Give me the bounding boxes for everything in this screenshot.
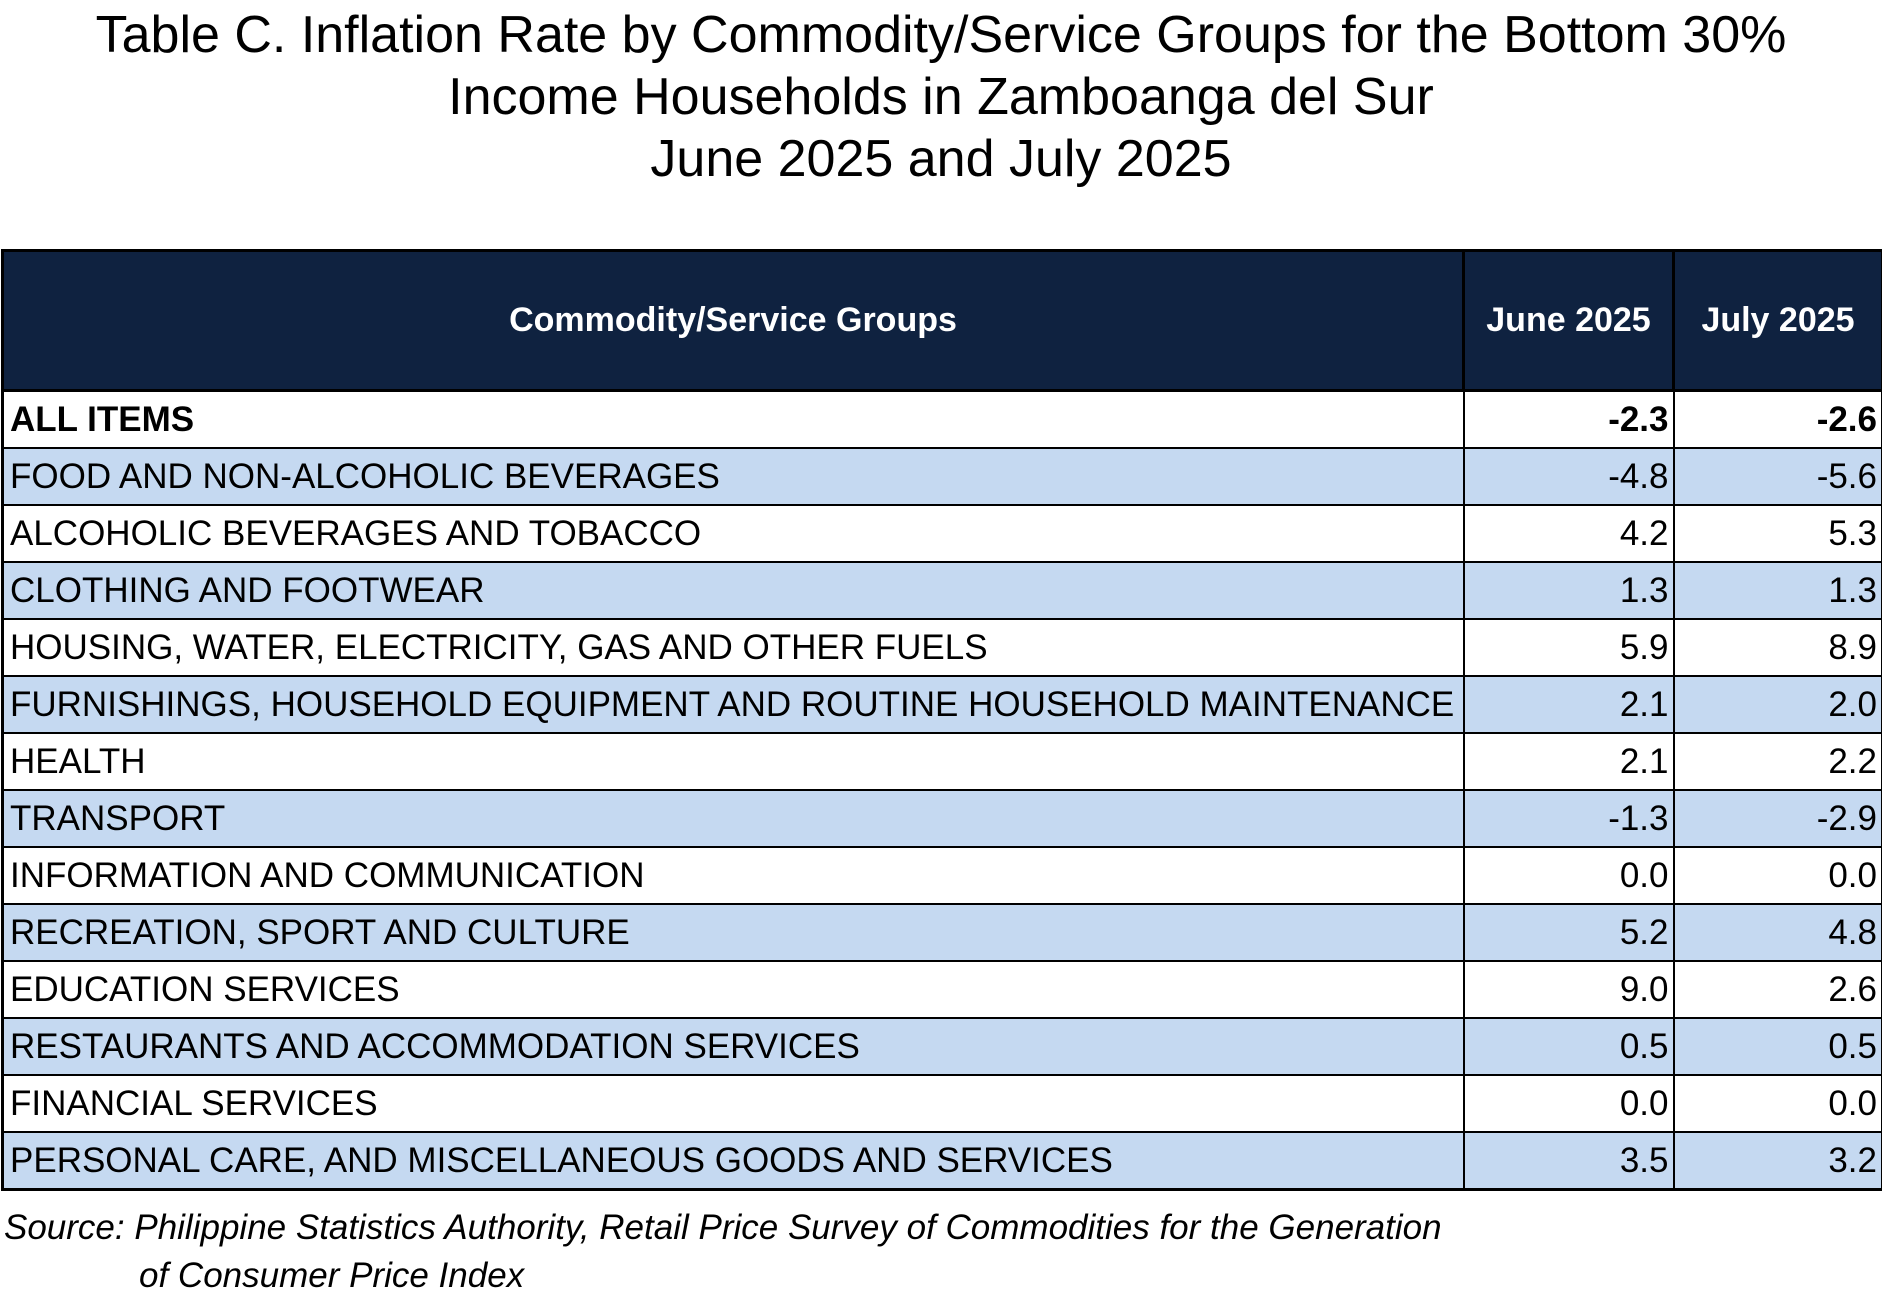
row-june-value: -4.8 [1464,448,1674,505]
table-row: CLOTHING AND FOOTWEAR 1.3 1.3 [3,562,1882,619]
row-july-value: 3.2 [1674,1132,1882,1190]
row-group: ALCOHOLIC BEVERAGES AND TOBACCO [3,505,1464,562]
row-june-value: 2.1 [1464,676,1674,733]
title-line-2: Income Households in Zamboanga del Sur [0,66,1882,128]
table-row: FOOD AND NON-ALCOHOLIC BEVERAGES -4.8 -5… [3,448,1882,505]
row-june-value: 0.5 [1464,1018,1674,1075]
row-july-value: 5.3 [1674,505,1882,562]
row-june-value: 5.9 [1464,619,1674,676]
row-july-value: 4.8 [1674,904,1882,961]
table-row: INFORMATION AND COMMUNICATION 0.0 0.0 [3,847,1882,904]
table-row: FINANCIAL SERVICES 0.0 0.0 [3,1075,1882,1132]
table-title: Table C. Inflation Rate by Commodity/Ser… [0,4,1882,190]
row-group: RECREATION, SPORT AND CULTURE [3,904,1464,961]
row-june-value: 4.2 [1464,505,1674,562]
source-line-1: Source: Philippine Statistics Authority,… [4,1204,1442,1252]
header-row: Commodity/Service Groups June 2025 July … [3,251,1882,391]
row-group: ALL ITEMS [3,391,1464,449]
row-group: FOOD AND NON-ALCOHOLIC BEVERAGES [3,448,1464,505]
header-commodity-groups: Commodity/Service Groups [3,251,1464,391]
row-group: CLOTHING AND FOOTWEAR [3,562,1464,619]
row-july-value: 2.6 [1674,961,1882,1018]
row-group: TRANSPORT [3,790,1464,847]
table-row: FURNISHINGS, HOUSEHOLD EQUIPMENT AND ROU… [3,676,1882,733]
inflation-table: Commodity/Service Groups June 2025 July … [1,249,1882,1191]
row-group: INFORMATION AND COMMUNICATION [3,847,1464,904]
row-group: RESTAURANTS AND ACCOMMODATION SERVICES [3,1018,1464,1075]
row-group: FINANCIAL SERVICES [3,1075,1464,1132]
table-row: RESTAURANTS AND ACCOMMODATION SERVICES 0… [3,1018,1882,1075]
row-june-value: -2.3 [1464,391,1674,449]
title-line-3: June 2025 and July 2025 [0,128,1882,190]
source-note: Source: Philippine Statistics Authority,… [4,1204,1442,1300]
row-july-value: 8.9 [1674,619,1882,676]
table-row: TRANSPORT -1.3 -2.9 [3,790,1882,847]
title-line-1: Table C. Inflation Rate by Commodity/Ser… [0,4,1882,66]
table-row: PERSONAL CARE, AND MISCELLANEOUS GOODS A… [3,1132,1882,1190]
row-july-value: 0.0 [1674,847,1882,904]
row-july-value: 0.5 [1674,1018,1882,1075]
row-june-value: 9.0 [1464,961,1674,1018]
row-group: PERSONAL CARE, AND MISCELLANEOUS GOODS A… [3,1132,1464,1190]
row-june-value: -1.3 [1464,790,1674,847]
row-june-value: 1.3 [1464,562,1674,619]
row-group: HOUSING, WATER, ELECTRICITY, GAS AND OTH… [3,619,1464,676]
table-row: HEALTH 2.1 2.2 [3,733,1882,790]
row-july-value: -2.6 [1674,391,1882,449]
table-row: EDUCATION SERVICES 9.0 2.6 [3,961,1882,1018]
table-row: ALL ITEMS -2.3 -2.6 [3,391,1882,449]
row-june-value: 0.0 [1464,847,1674,904]
row-group: FURNISHINGS, HOUSEHOLD EQUIPMENT AND ROU… [3,676,1464,733]
row-june-value: 5.2 [1464,904,1674,961]
row-june-value: 0.0 [1464,1075,1674,1132]
header-june-2025: June 2025 [1464,251,1674,391]
row-july-value: -2.9 [1674,790,1882,847]
table-row: HOUSING, WATER, ELECTRICITY, GAS AND OTH… [3,619,1882,676]
table-row: RECREATION, SPORT AND CULTURE 5.2 4.8 [3,904,1882,961]
table-row: ALCOHOLIC BEVERAGES AND TOBACCO 4.2 5.3 [3,505,1882,562]
inflation-table-container: Commodity/Service Groups June 2025 July … [1,249,1881,1191]
row-group: HEALTH [3,733,1464,790]
row-july-value: 0.0 [1674,1075,1882,1132]
header-july-2025: July 2025 [1674,251,1882,391]
row-june-value: 3.5 [1464,1132,1674,1190]
row-july-value: 2.0 [1674,676,1882,733]
row-july-value: 1.3 [1674,562,1882,619]
row-june-value: 2.1 [1464,733,1674,790]
row-july-value: -5.6 [1674,448,1882,505]
row-july-value: 2.2 [1674,733,1882,790]
row-group: EDUCATION SERVICES [3,961,1464,1018]
